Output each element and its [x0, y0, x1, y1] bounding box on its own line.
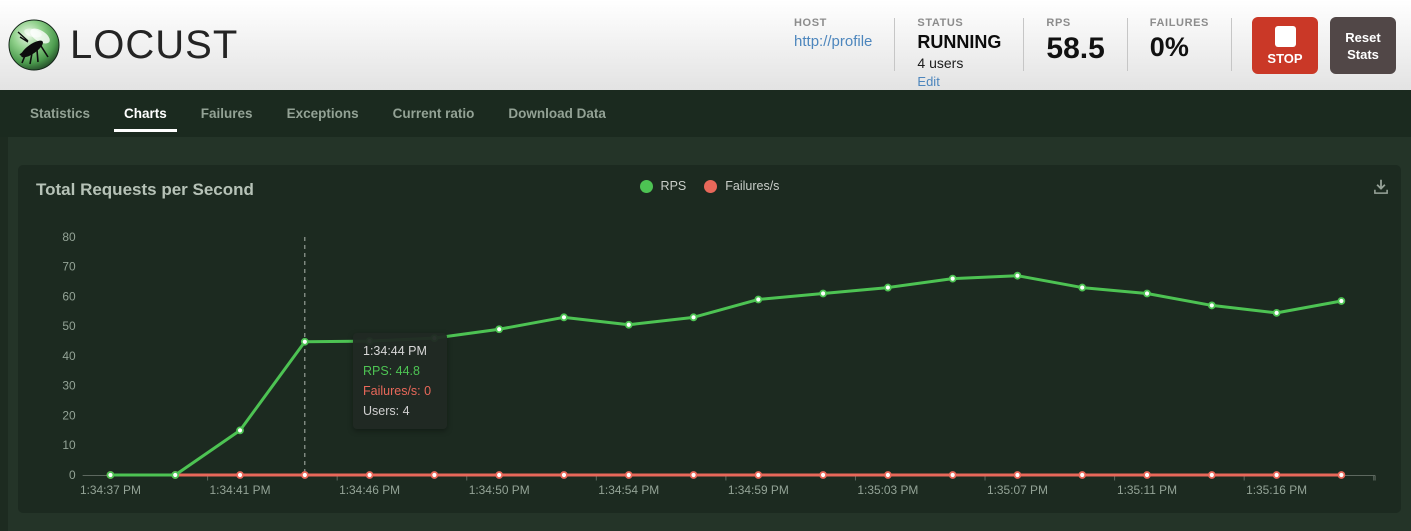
failures-label: FAILURES — [1149, 17, 1209, 29]
tooltip-failures: Failures/s: 0 — [363, 384, 432, 398]
svg-text:1:34:46 PM: 1:34:46 PM — [339, 483, 400, 497]
svg-text:1:34:54 PM: 1:34:54 PM — [598, 483, 659, 497]
app-header: LOCUST HOST http://profile STATUS RUNNIN… — [0, 0, 1411, 90]
main-nav: Statistics Charts Failures Exceptions Curren… — [0, 90, 1411, 137]
host-link[interactable]: http://profile — [794, 33, 873, 50]
user-count: 4 users — [917, 55, 964, 71]
status-value: RUNNING — [917, 32, 1002, 52]
legend-item-rps[interactable]: RPS — [639, 179, 687, 193]
tab-charts[interactable]: Charts — [112, 90, 179, 137]
divider — [894, 18, 896, 71]
svg-text:30: 30 — [62, 379, 76, 393]
host-label: HOST — [794, 17, 827, 29]
svg-text:60: 60 — [62, 289, 76, 303]
tooltip-rps: RPS: 44.8 — [363, 364, 420, 378]
rps-label: RPS — [1046, 17, 1071, 29]
tab-download-data[interactable]: Download Data — [508, 106, 606, 121]
divider — [1126, 18, 1128, 71]
svg-text:0: 0 — [69, 468, 76, 482]
logo-wordmark: LOCUST — [70, 22, 239, 67]
locust-logo-icon — [8, 19, 60, 71]
svg-text:1:35:07 PM: 1:35:07 PM — [987, 483, 1048, 497]
legend-dot-icon — [639, 179, 653, 193]
tooltip-users: Users: 4 — [363, 404, 410, 418]
tooltip-time: 1:34:44 PM — [363, 344, 427, 358]
svg-text:10: 10 — [62, 438, 76, 452]
legend-label: Failures/s — [725, 179, 780, 193]
content-area: 0 10 20 30 40 50 60 70 80 1:34:37 PM 1:34:41 PM 1:3… — [0, 137, 1411, 531]
stop-square-icon — [1274, 25, 1296, 47]
legend-label: RPS — [660, 179, 687, 193]
chart-panel: 0 10 20 30 40 50 60 70 80 1:34:37 PM 1:34:41 PM 1:3… — [18, 165, 1401, 513]
tab-failures[interactable]: Failures — [200, 106, 253, 121]
rps-section: RPS 58.5 — [1024, 0, 1126, 89]
chart-header: Total Requests per Second RPS Failures/s — [18, 165, 1401, 213]
svg-text:1:34:59 PM: 1:34:59 PM — [728, 483, 789, 497]
tab-exceptions[interactable]: Exceptions — [286, 106, 359, 121]
svg-text:1:34:41 PM: 1:34:41 PM — [210, 483, 271, 497]
svg-text:1:34:37 PM: 1:34:37 PM — [80, 483, 141, 497]
host-section: HOST http://profile — [772, 0, 894, 89]
reset-stats-button[interactable]: Reset Stats — [1330, 17, 1396, 74]
edit-link[interactable]: Edit — [917, 74, 940, 89]
status-label: STATUS — [917, 17, 964, 29]
svg-text:50: 50 — [62, 319, 76, 333]
download-chart-icon[interactable] — [1371, 177, 1391, 197]
logo: LOCUST — [8, 0, 238, 90]
svg-text:1:35:16 PM: 1:35:16 PM — [1246, 483, 1307, 497]
rps-value: 58.5 — [1046, 32, 1105, 65]
failures-value: 0% — [1149, 32, 1189, 62]
svg-text:40: 40 — [62, 349, 76, 363]
svg-text:20: 20 — [62, 408, 76, 422]
tab-current-ratio[interactable]: Current ratio — [392, 106, 475, 121]
header-stats: HOST http://profile STATUS RUNNING 4 use… — [772, 0, 1396, 89]
reset-stats-label: Reset Stats — [1345, 29, 1381, 62]
chart-legend: RPS Failures/s — [18, 179, 1401, 198]
tab-statistics[interactable]: Statistics — [30, 106, 91, 121]
svg-text:1:35:11 PM: 1:35:11 PM — [1117, 483, 1177, 497]
legend-dot-icon — [704, 179, 718, 193]
rps-chart[interactable]: 0 10 20 30 40 50 60 70 80 1:34:37 PM 1:34:41 PM 1:3… — [18, 165, 1401, 513]
status-section: STATUS RUNNING 4 users Edit — [895, 0, 1023, 89]
stop-button-label: STOP — [1267, 50, 1303, 66]
legend-item-failuress[interactable]: Failures/s — [704, 179, 779, 193]
divider — [1231, 18, 1232, 71]
divider — [1023, 18, 1025, 71]
chart-tooltip: 1:34:44 PM RPS: 44.8 Failures/s: 0 Users… — [353, 333, 447, 429]
chart-title: Total Requests per Second — [36, 180, 254, 199]
svg-text:1:35:03 PM: 1:35:03 PM — [857, 483, 918, 497]
svg-text:1:34:50 PM: 1:34:50 PM — [469, 483, 530, 497]
svg-text:70: 70 — [62, 260, 76, 274]
stop-button[interactable]: STOP — [1252, 17, 1318, 74]
failures-section: FAILURES 0% — [1128, 0, 1231, 89]
svg-text:80: 80 — [62, 230, 76, 244]
